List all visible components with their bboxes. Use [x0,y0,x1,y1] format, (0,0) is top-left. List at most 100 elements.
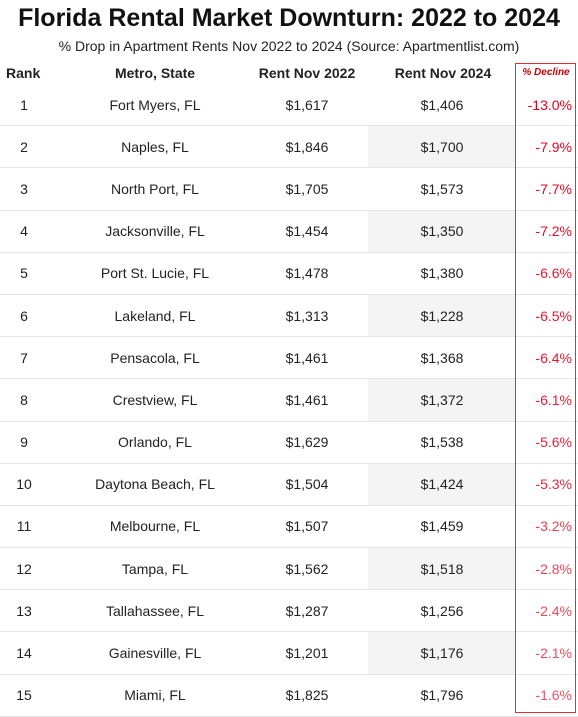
row-metro: Tallahassee, FL [105,602,205,619]
row-rent-2024: $1,350 [368,210,516,252]
table-row: 1 Fort Myers, FL $1,617 $1,406 -13.0% [0,84,578,127]
row-rent-2024: $1,538 [420,434,464,451]
row-decline: -2.4% [535,602,572,619]
row-metro: Melbourne, FL [109,518,201,535]
row-rent-2024: $1,372 [368,379,516,421]
row-rent-2022: $1,629 [285,434,329,451]
chart-subtitle: % Drop in Apartment Rents Nov 2022 to 20… [58,38,520,54]
row-rent-2024: $1,256 [420,602,464,619]
row-rent-2022: $1,562 [285,560,329,577]
row-rent-2024: $1,796 [420,687,464,704]
row-rent-2024: $1,573 [420,180,464,197]
table-row: 6 Lakeland, FL $1,313 $1,228 -6.5% [0,294,578,338]
table-row: 10 Daytona Beach, FL $1,504 $1,424 -5.3% [0,463,578,506]
row-rent-2022: $1,617 [285,96,329,113]
row-metro: Lakeland, FL [114,307,196,324]
table-row: 8 Crestview, FL $1,461 $1,372 -6.1% [0,379,578,422]
row-decline: -7.2% [535,223,572,240]
row-decline: -1.6% [535,687,572,704]
row-rank: 12 [16,560,32,577]
row-rent-2022: $1,705 [285,180,329,197]
row-rent-2024: $1,700 [368,126,516,168]
row-rent-2022: $1,201 [285,645,329,662]
row-rent-2022: $1,313 [285,307,329,324]
table-row: 7 Pensacola, FL $1,461 $1,368 -6.4% [0,337,578,380]
row-rent-2024: $1,380 [420,265,464,282]
table-row: 13 Tallahassee, FL $1,287 $1,256 -2.4% [0,590,578,633]
row-metro: Port St. Lucie, FL [100,265,210,282]
row-rank: 1 [20,96,28,113]
row-rank: 6 [20,307,28,324]
row-decline: -5.6% [535,434,572,451]
row-rank: 9 [20,434,28,451]
row-metro: Gainesville, FL [108,645,202,662]
table-row: 15 Miami, FL $1,825 $1,796 -1.6% [0,675,578,717]
row-rent-2024: $1,518 [368,548,516,590]
table-row: 14 Gainesville, FL $1,201 $1,176 -2.1% [0,632,578,675]
row-rent-2024: $1,424 [368,463,516,505]
row-rent-2024: $1,459 [420,518,464,535]
header-rent-2024: Rent Nov 2024 [394,65,492,81]
table-row: 9 Orlando, FL $1,629 $1,538 -5.6% [0,422,578,464]
row-metro: Tampa, FL [121,560,189,577]
row-metro: Crestview, FL [112,391,198,408]
row-rent-2024: $1,176 [368,632,516,674]
row-rent-2022: $1,507 [285,518,329,535]
table-row: 4 Jacksonville, FL $1,454 $1,350 -7.2% [0,210,578,253]
row-metro: North Port, FL [111,180,199,197]
row-rent-2022: $1,846 [285,138,329,155]
row-decline: -13.0% [527,96,572,113]
row-rent-2022: $1,461 [285,391,329,408]
row-metro: Orlando, FL [118,434,192,451]
header-decline: % Decline [522,67,570,78]
row-decline: -2.1% [535,645,572,662]
row-rent-2024: $1,228 [368,294,516,337]
row-rank: 8 [20,391,28,408]
row-decline: -7.7% [535,180,572,197]
row-rent-2022: $1,825 [285,687,329,704]
row-metro: Jacksonville, FL [105,223,205,240]
row-rent-2022: $1,287 [285,602,329,619]
row-rank: 10 [16,476,32,493]
row-metro: Naples, FL [121,138,189,155]
chart-title: Florida Rental Market Downturn: 2022 to … [18,4,560,32]
table-header: Rank Metro, State Rent Nov 2022 Rent Nov… [0,60,578,84]
row-rank: 13 [16,602,32,619]
row-decline: -2.8% [535,560,572,577]
table-row: 5 Port St. Lucie, FL $1,478 $1,380 -6.6% [0,253,578,295]
row-rank: 14 [16,645,32,662]
table-row: 3 North Port, FL $1,705 $1,573 -7.7% [0,168,578,211]
table-row: 2 Naples, FL $1,846 $1,700 -7.9% [0,126,578,169]
header-rent-2022: Rent Nov 2022 [258,65,356,81]
row-metro: Miami, FL [124,687,186,704]
table-row: 12 Tampa, FL $1,562 $1,518 -2.8% [0,548,578,591]
row-rent-2022: $1,454 [285,223,329,240]
table-row: 11 Melbourne, FL $1,507 $1,459 -3.2% [0,506,578,549]
row-decline: -6.5% [535,307,572,324]
row-rank: 2 [20,138,28,155]
header-rank: Rank [6,65,41,81]
row-decline: -3.2% [535,518,572,535]
row-decline: -7.9% [535,138,572,155]
row-rank: 4 [20,223,28,240]
header-metro: Metro, State [114,65,196,81]
row-decline: -6.6% [535,265,572,282]
row-metro: Pensacola, FL [110,349,200,366]
decline-column-highlight [515,63,576,713]
row-rank: 11 [16,518,32,535]
row-rent-2022: $1,478 [285,265,329,282]
row-rent-2022: $1,461 [285,349,329,366]
row-rank: 3 [20,180,28,197]
row-rank: 7 [20,349,28,366]
row-decline: -6.4% [535,349,572,366]
row-decline: -5.3% [535,476,572,493]
row-metro: Fort Myers, FL [109,96,201,113]
row-rank: 15 [16,687,32,704]
row-rent-2024: $1,406 [420,96,464,113]
row-rent-2022: $1,504 [285,476,329,493]
row-rent-2024: $1,368 [420,349,464,366]
row-metro: Daytona Beach, FL [95,476,215,493]
row-decline: -6.1% [535,391,572,408]
row-rank: 5 [20,265,28,282]
